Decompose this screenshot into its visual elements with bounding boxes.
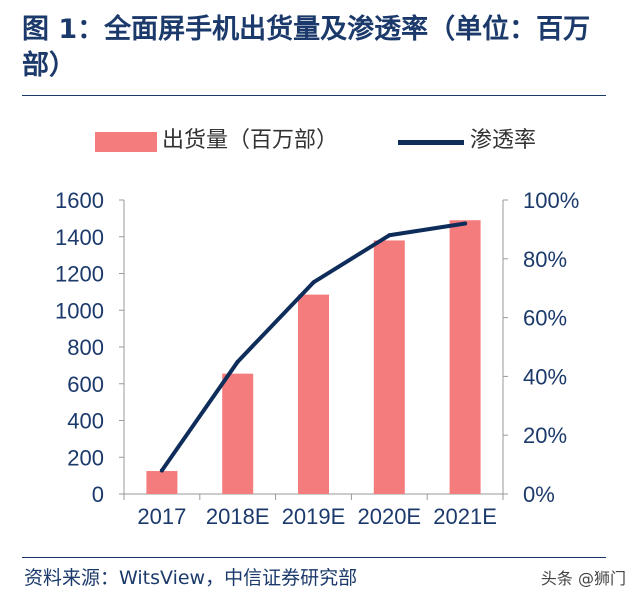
y-right-tick-label: 0%	[523, 482, 555, 507]
bar	[298, 294, 329, 494]
legend-bar-swatch	[95, 132, 157, 152]
y-left-tick-label: 1000	[55, 298, 104, 323]
line-point	[235, 359, 240, 364]
line-point	[387, 233, 392, 238]
y-left-tick-label: 400	[67, 409, 104, 434]
x-tick-label: 2021E	[433, 504, 497, 529]
y-right-tick-label: 20%	[523, 423, 567, 448]
x-tick-label: 2020E	[357, 504, 421, 529]
line-point	[159, 468, 164, 473]
x-tick-label: 2018E	[206, 504, 270, 529]
bar	[146, 471, 178, 494]
legend-bar-label: 出货量（百万部）	[162, 128, 339, 153]
x-tick-label: 2017	[137, 504, 186, 529]
y-right-tick-label: 80%	[523, 247, 567, 272]
y-left-tick-label: 600	[67, 372, 104, 397]
line-point	[463, 221, 468, 226]
y-left-tick-label: 1200	[55, 262, 104, 287]
legend-line-swatch	[398, 140, 464, 145]
y-right-tick-label: 100%	[523, 188, 579, 213]
legend-line-label: 渗透率	[470, 128, 537, 153]
y-left-tick-label: 800	[67, 335, 104, 360]
bar	[373, 240, 405, 494]
line-point	[311, 280, 316, 285]
chart-legend: 出货量（百万部） 渗透率	[0, 124, 640, 160]
watermark: 头条 @狮门	[540, 569, 626, 588]
x-tick-label: 2019E	[282, 504, 346, 529]
y-right-tick-label: 60%	[523, 306, 567, 331]
chart-title: 图 1：全面屏手机出货量及渗透率（单位：百万部）	[22, 14, 591, 81]
top-divider	[22, 95, 606, 96]
bar	[222, 373, 254, 494]
bottom-divider	[22, 557, 606, 558]
y-left-tick-label: 200	[67, 445, 104, 470]
y-left-tick-label: 1600	[55, 188, 104, 213]
bar	[449, 220, 481, 494]
y-left-tick-label: 0	[92, 482, 104, 507]
y-left-tick-label: 1400	[55, 225, 104, 250]
y-right-tick-label: 40%	[523, 364, 567, 389]
source-note: 资料来源：WitsView，中信证券研究部	[24, 567, 358, 589]
